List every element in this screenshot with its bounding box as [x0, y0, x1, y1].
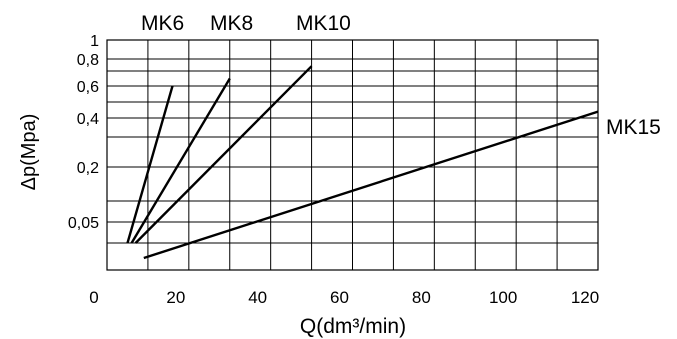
series-line-mk8 [130, 77, 231, 244]
x-tick-label: 80 [412, 288, 431, 307]
y-tick-label: 0,2 [77, 160, 99, 177]
x-tick-label: 120 [571, 288, 599, 307]
y-axis-label: Δp(Mpa) [18, 114, 40, 191]
y-tick-label: 0,8 [77, 52, 99, 69]
series-label-mk8: MK8 [210, 12, 253, 35]
series-line-mk10 [134, 65, 313, 244]
x-tick-label: 0 [89, 288, 98, 307]
y-tick-label: 0,05 [68, 215, 99, 232]
series-line-mk6 [126, 85, 174, 244]
x-tick-label: 60 [330, 288, 349, 307]
x-tick-label: 40 [248, 288, 267, 307]
series-label-mk10: MK10 [296, 12, 351, 35]
y-tick-label: 0,4 [77, 111, 99, 128]
x-tick-label: 20 [166, 288, 185, 307]
series-line-mk15 [143, 110, 599, 260]
x-tick-label: 100 [489, 288, 517, 307]
x-axis-label: Q(dm³/min) [300, 315, 406, 338]
series-label-mk6: MK6 [141, 12, 184, 35]
series-label-mk15: MK15 [606, 116, 661, 139]
plot-frame [106, 39, 599, 271]
y-tick-label: 1 [90, 33, 99, 50]
y-tick-label: 0,6 [77, 79, 99, 96]
